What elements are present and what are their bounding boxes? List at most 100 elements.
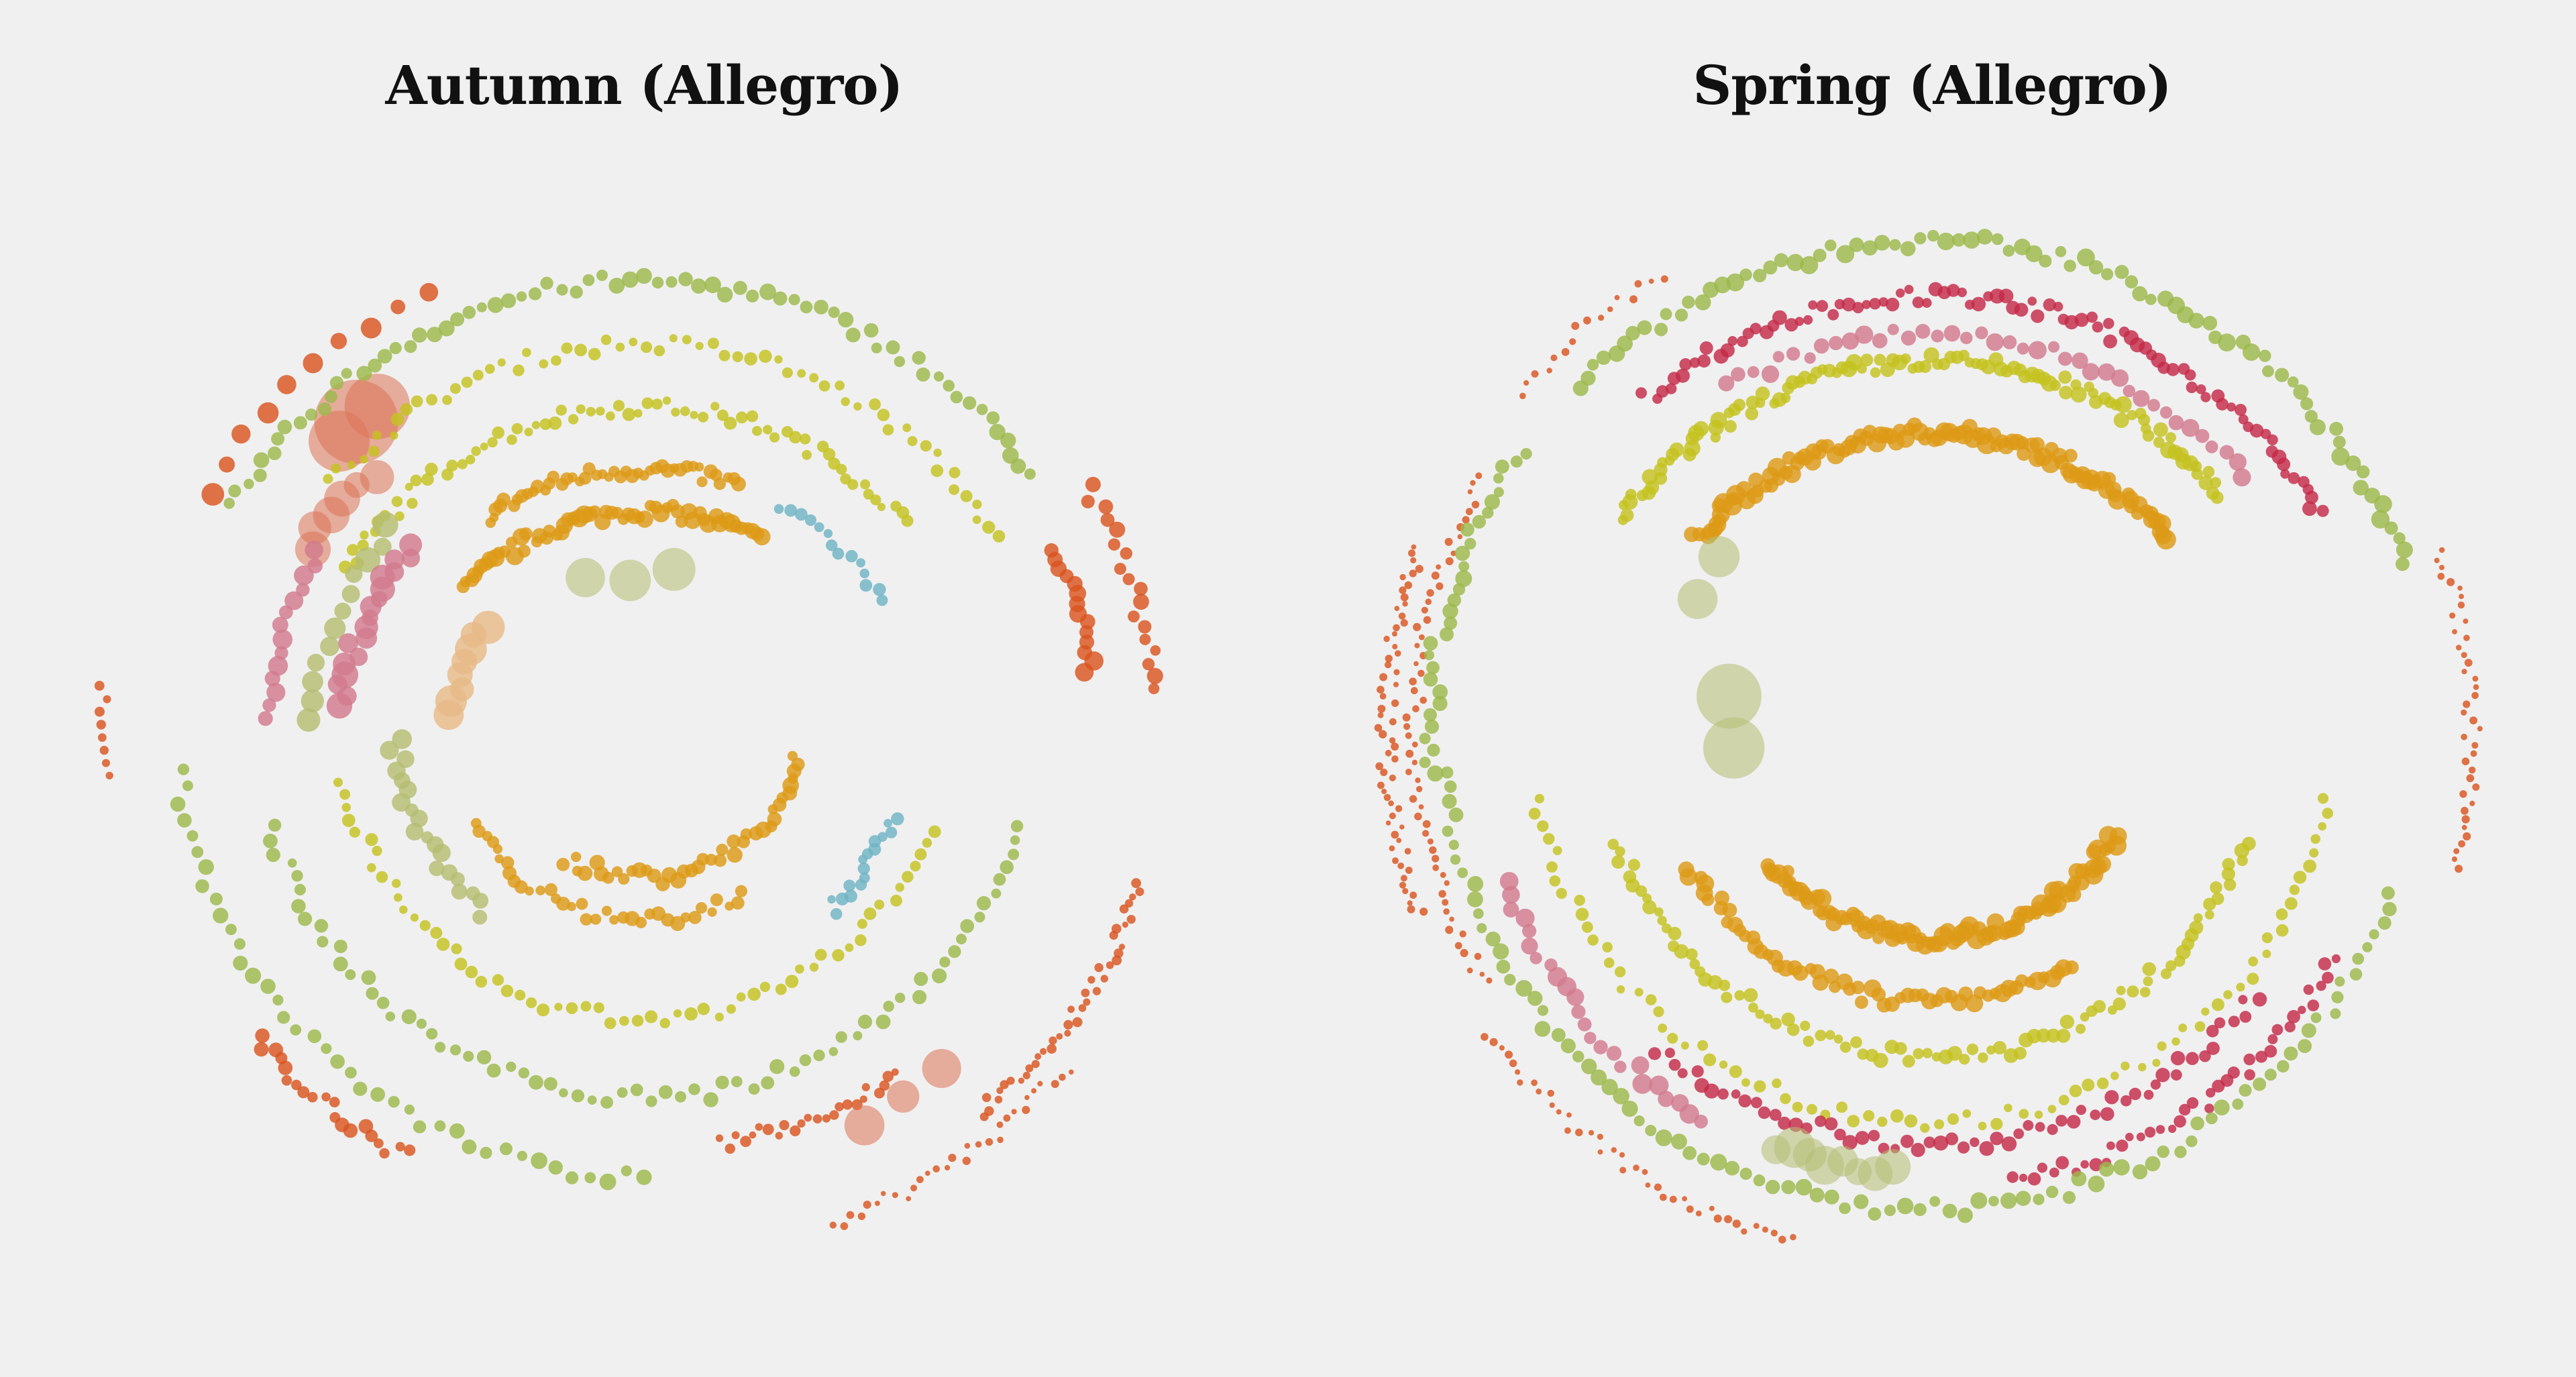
note-dot <box>863 907 877 920</box>
note-dot <box>1389 812 1396 820</box>
note-dot <box>2142 962 2156 977</box>
note-dot <box>1654 323 1668 337</box>
note-dot <box>441 864 458 881</box>
note-dot <box>759 283 776 300</box>
note-dot <box>1106 961 1114 969</box>
note-dot <box>1884 1040 1899 1054</box>
note-dot <box>1499 872 1519 891</box>
note-dot <box>1721 991 1733 1003</box>
note-dot <box>694 462 704 472</box>
note-dot <box>2155 1125 2165 1134</box>
note-dot <box>828 1047 839 1056</box>
note-dot <box>170 796 186 812</box>
note-dot <box>103 695 111 704</box>
note-dot <box>2288 472 2300 484</box>
note-dot <box>1800 1020 1811 1031</box>
note-dot <box>1504 974 1516 986</box>
note-dot <box>2056 1028 2071 1043</box>
note-dot <box>1389 737 1396 744</box>
note-dot <box>344 374 411 439</box>
note-dot <box>1808 300 1818 310</box>
note-dot <box>96 720 106 730</box>
note-dot <box>1424 719 1440 734</box>
note-dot <box>1733 398 1746 411</box>
note-dot <box>2396 557 2410 571</box>
note-dot <box>1455 570 1472 588</box>
note-dot <box>2086 311 2098 323</box>
note-dot <box>2226 402 2236 412</box>
note-dot <box>800 300 813 314</box>
note-dot <box>1534 793 1544 804</box>
note-dot <box>390 431 398 440</box>
note-dot <box>861 1083 870 1091</box>
note-dot <box>2132 286 2148 302</box>
note-dot <box>404 340 417 353</box>
note-dot <box>390 299 406 315</box>
note-dot <box>1412 705 1419 712</box>
note-dot <box>1942 1203 1957 1219</box>
note-dot <box>1868 1130 1880 1142</box>
note-dot <box>1739 1167 1752 1180</box>
note-dot <box>2239 1011 2252 1023</box>
note-dot <box>1448 840 1459 850</box>
note-dot <box>1405 732 1412 739</box>
note-dot <box>451 883 468 900</box>
note-dot <box>338 633 358 653</box>
note-dot <box>1786 254 1805 272</box>
note-dot <box>847 479 859 490</box>
note-dot <box>1129 893 1136 901</box>
note-dot <box>652 547 696 591</box>
note-dot <box>1472 514 1486 529</box>
note-dot <box>1482 506 1494 519</box>
note-dot <box>1409 795 1417 803</box>
note-dot <box>2255 1050 2267 1063</box>
note-dot <box>876 594 888 606</box>
note-dot <box>341 368 352 379</box>
note-dot <box>596 270 608 281</box>
note-dot <box>724 1143 736 1154</box>
note-dot <box>2080 1012 2090 1022</box>
note-dot <box>1957 1207 1973 1223</box>
note-dot <box>2304 490 2318 504</box>
note-dot <box>544 883 558 896</box>
note-dot <box>600 1096 613 1109</box>
note-dot <box>1726 273 1745 292</box>
note-dot <box>2166 363 2180 376</box>
note-dot <box>2002 335 2017 349</box>
note-dot <box>2298 1039 2312 1054</box>
note-dot <box>2129 1087 2141 1101</box>
note-dot <box>341 814 356 827</box>
note-dot <box>1671 1134 1687 1150</box>
note-dot <box>835 1031 847 1043</box>
note-dot <box>1979 1141 1994 1156</box>
note-dot <box>972 499 982 510</box>
note-dot <box>731 896 745 910</box>
note-dot <box>396 750 415 769</box>
note-dot <box>2459 790 2467 798</box>
note-dot <box>517 545 531 558</box>
note-dot <box>2028 341 2047 360</box>
note-dot <box>446 459 458 472</box>
note-dot <box>644 908 655 920</box>
note-dot <box>696 476 708 488</box>
note-dot <box>244 478 254 490</box>
note-dot <box>2249 423 2264 438</box>
note-dot <box>253 468 267 482</box>
note-dot <box>2223 990 2233 999</box>
note-dot <box>715 1075 729 1089</box>
note-dot <box>2466 774 2475 783</box>
note-dot <box>996 1087 1004 1095</box>
note-dot <box>372 846 382 857</box>
note-dot <box>376 871 388 883</box>
note-dot <box>895 993 906 1003</box>
note-dot <box>1442 603 1458 619</box>
note-dot <box>2202 465 2215 478</box>
note-dot <box>651 276 664 289</box>
note-dot <box>1815 1030 1827 1042</box>
note-dot <box>274 646 288 660</box>
note-dot <box>1753 1174 1766 1187</box>
note-dot <box>875 1014 891 1030</box>
note-dot <box>651 398 663 410</box>
note-dot <box>2331 447 2350 466</box>
note-dot <box>733 280 747 295</box>
